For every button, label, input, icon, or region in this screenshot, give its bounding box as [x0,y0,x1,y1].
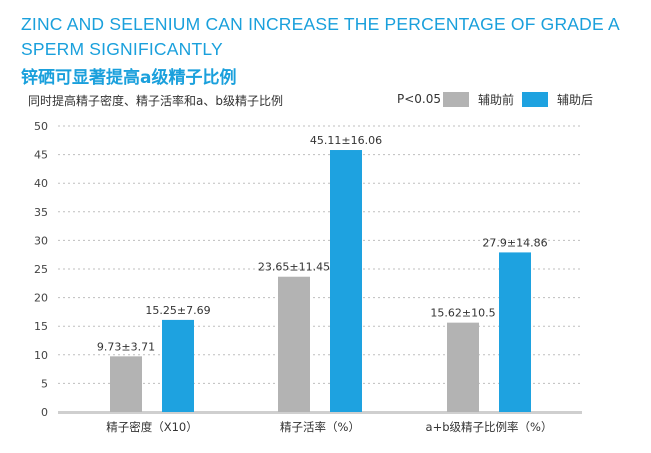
bar-before [447,322,479,412]
bar-before [110,356,142,412]
chart-title-cn: 锌硒可显著提高a级精子比例 [21,68,237,88]
x-axis-baseline [58,411,582,414]
legend-swatch-after [522,92,548,107]
y-tick-label: 15 [34,320,48,333]
bar-after [499,252,531,412]
bar-before [278,276,310,412]
y-tick-label: 40 [34,177,48,190]
legend-item-before: 辅助前 [443,91,514,108]
chart-title-en: ZINC AND SELENIUM CAN INCREASE THE PERCE… [21,14,619,59]
y-tick-label: 0 [41,406,48,419]
data-label: 15.62±10.5 [430,307,495,320]
legend-item-after: 辅助后 [522,91,593,108]
legend-label-before: 辅助前 [478,93,515,107]
data-label: 45.11±16.06 [310,134,382,147]
x-category-label: 精子活率（%） [280,420,360,434]
data-label: 15.25±7.69 [145,304,210,317]
y-tick-label: 50 [34,120,48,133]
bar-after [162,319,194,412]
y-tick-label: 5 [41,377,48,390]
x-category-label: a+b级精子比例率（%） [426,420,553,434]
y-tick-label: 35 [34,206,48,219]
y-tick-label: 25 [34,263,48,276]
bar-after [330,150,362,413]
p-value-note: P<0.05 [397,92,442,106]
y-tick-label: 20 [34,292,48,305]
data-label: 23.65±11.45 [258,261,330,274]
y-tick-label: 10 [34,349,48,362]
legend-label-after: 辅助后 [557,93,594,107]
x-category-label: 精子密度（X10） [106,420,198,434]
y-tick-label: 30 [34,234,48,247]
data-label: 9.73±3.71 [97,340,155,353]
legend-swatch-before [443,92,469,107]
data-label: 27.9±14.86 [482,236,547,249]
chart-subtitle: 同时提高精子密度、精子活率和a、b级精子比例 [28,94,283,108]
y-tick-label: 45 [34,149,48,162]
